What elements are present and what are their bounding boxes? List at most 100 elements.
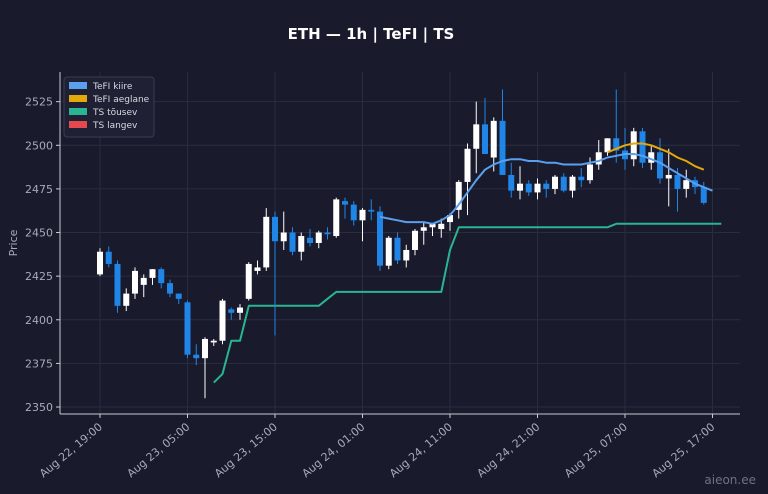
y-tick-label: 2350 [25, 401, 53, 414]
candle [420, 222, 427, 245]
y-tick-label: 2525 [25, 96, 53, 109]
candle [630, 127, 637, 167]
candle [385, 236, 392, 270]
x-tick-label: Aug 25, 07:00 [562, 420, 630, 480]
y-tick-label: 2475 [25, 183, 53, 196]
candle-body [569, 176, 576, 191]
legend-swatch [69, 95, 87, 102]
candle [517, 166, 523, 200]
legend: TeFI kiire TeFI aeglane TS tõusev TS langev [63, 76, 155, 138]
candle [657, 138, 663, 184]
x-tick-label: Aug 24, 01:00 [300, 420, 368, 480]
candle [377, 206, 383, 271]
legend-label: TeFI kiire [92, 82, 133, 92]
candle [315, 230, 322, 249]
candle [324, 227, 331, 240]
candle-body [377, 211, 383, 266]
candle-body [560, 176, 567, 191]
candle-body [412, 230, 418, 250]
candle [272, 211, 278, 336]
candle [114, 260, 121, 313]
candle-body [543, 183, 550, 189]
x-tick-label: Aug 23, 05:00 [125, 420, 193, 480]
candle [665, 148, 672, 207]
candle [263, 208, 270, 271]
candle [543, 180, 550, 198]
candle-body [167, 283, 173, 294]
candle-body [350, 204, 357, 221]
candle-body [552, 176, 558, 189]
candle-body [578, 176, 585, 181]
candle [359, 208, 366, 242]
ts-line [213, 222, 722, 384]
candle-body [315, 232, 322, 243]
candle [622, 127, 628, 170]
y-tick-label: 2375 [25, 357, 53, 370]
candle-body [324, 232, 331, 235]
candle-body [429, 223, 436, 228]
tefi-fast-line [379, 153, 713, 225]
y-tick-label: 2450 [25, 227, 53, 240]
candle [298, 232, 305, 261]
candle [97, 248, 103, 277]
candle-body [657, 152, 663, 179]
legend-swatch [69, 121, 87, 128]
x-tick-label: Aug 24, 21:00 [475, 420, 543, 480]
ts-rising-line [213, 222, 722, 384]
candle-body [525, 183, 532, 193]
candle [700, 181, 707, 205]
candle-body [639, 131, 646, 163]
candle [210, 338, 217, 346]
candle [342, 197, 348, 219]
candle [368, 199, 375, 221]
candle [307, 229, 313, 247]
candle-body [683, 180, 690, 189]
candle [639, 127, 646, 168]
candle [219, 298, 226, 345]
x-tick-label: Aug 23, 15:00 [212, 420, 280, 480]
candle [105, 246, 112, 268]
candle-body [97, 251, 103, 275]
candle-body [193, 354, 200, 359]
candle-body [473, 124, 480, 149]
candle [167, 279, 173, 298]
candle [464, 143, 471, 216]
candle-body [333, 199, 340, 237]
candle [490, 117, 497, 172]
candle [140, 274, 147, 298]
candle-body [534, 183, 541, 193]
candle [534, 178, 541, 200]
candle-body [359, 209, 366, 221]
candle-body [587, 164, 593, 181]
candle-body [385, 237, 392, 266]
candle-body [307, 237, 313, 243]
candle [595, 140, 602, 170]
candle-body [289, 232, 296, 252]
candle [508, 162, 515, 198]
candle [525, 180, 532, 196]
candle-body [613, 138, 620, 151]
candle-body [455, 181, 462, 210]
candle-body [237, 307, 243, 313]
candle-body [210, 340, 217, 343]
candle [473, 101, 480, 174]
candle [280, 211, 287, 250]
candle [412, 229, 418, 256]
candle-body [482, 124, 488, 155]
candle [149, 269, 156, 285]
watermark: aieon.ee [704, 473, 756, 487]
candle-body [123, 293, 130, 306]
candle-body [184, 302, 191, 355]
candle [403, 244, 410, 268]
candle-body [219, 300, 226, 341]
y-axis-label: Price [7, 229, 20, 256]
tefi-lines [379, 142, 713, 225]
y-tick-label: 2425 [25, 270, 53, 283]
candles [97, 89, 707, 399]
candle [674, 167, 681, 212]
candle-body [175, 293, 182, 299]
candle-body [158, 269, 165, 284]
candle-body [298, 236, 305, 252]
